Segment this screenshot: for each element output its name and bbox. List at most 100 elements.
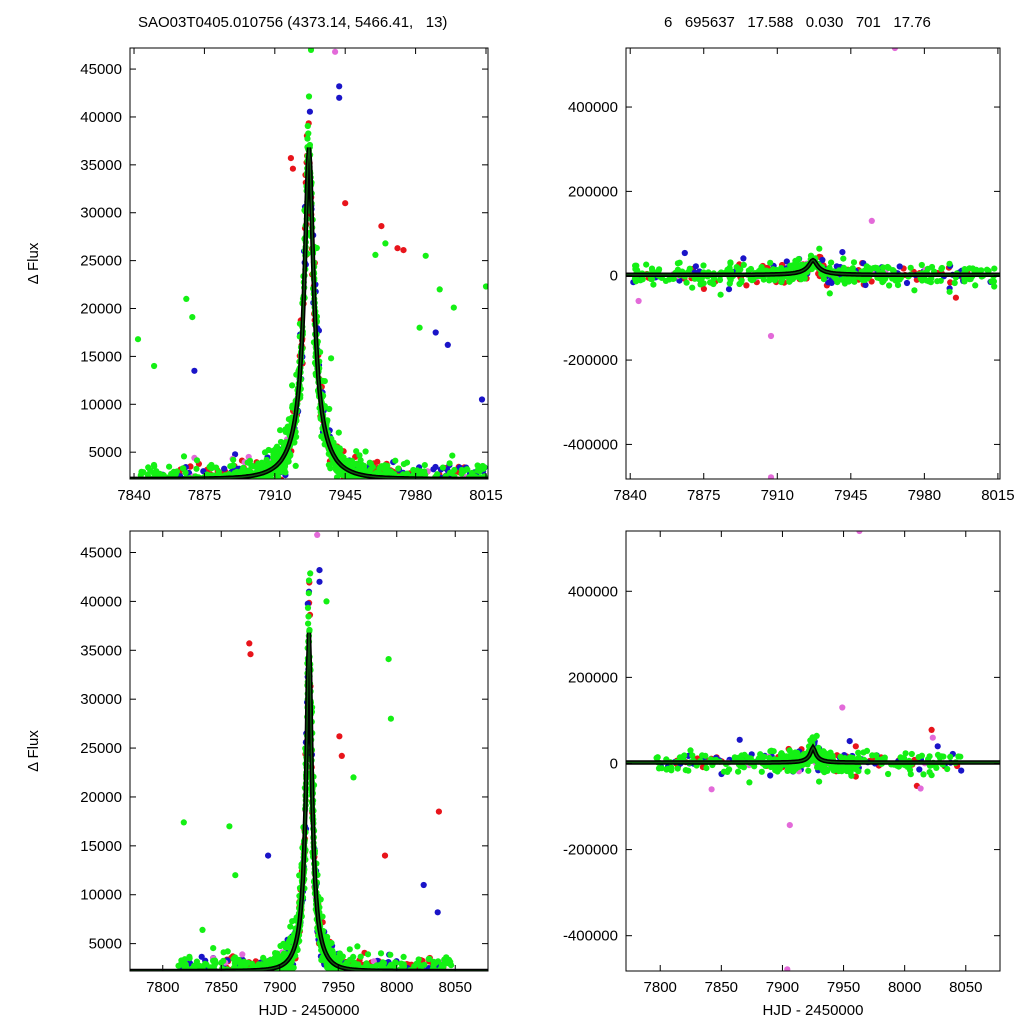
- green-point: [813, 732, 820, 740]
- green-point: [436, 286, 443, 293]
- green-point: [195, 479, 201, 485]
- red-point: [413, 974, 419, 980]
- x-tick-label: 7900: [263, 979, 296, 996]
- green-point: [404, 481, 410, 487]
- green-point: [663, 766, 670, 773]
- red-point: [247, 972, 253, 978]
- blue-point: [238, 489, 244, 495]
- green-point: [193, 979, 199, 985]
- red-point: [381, 852, 389, 859]
- green-point: [967, 275, 974, 283]
- green-point: [416, 480, 422, 486]
- green-point: [648, 275, 656, 282]
- green-point: [691, 275, 698, 282]
- green-point: [170, 481, 176, 487]
- green-point: [855, 768, 862, 775]
- green-point: [851, 278, 858, 285]
- green-point: [424, 971, 430, 977]
- magenta-point: [332, 48, 339, 55]
- green-point: [338, 471, 346, 478]
- green-point: [886, 282, 893, 289]
- green-point: [423, 972, 429, 978]
- green-point: [307, 570, 314, 577]
- red-point: [187, 463, 194, 470]
- green-point: [163, 484, 169, 490]
- blue-point: [179, 481, 185, 487]
- green-point: [918, 261, 925, 269]
- green-point: [400, 953, 407, 961]
- green-point: [277, 427, 284, 434]
- green-point: [437, 485, 443, 491]
- green-point: [826, 290, 833, 297]
- green-point: [828, 259, 835, 266]
- green-point: [465, 480, 471, 486]
- green-point: [946, 288, 953, 295]
- red-point: [392, 488, 398, 494]
- green-point: [376, 465, 383, 472]
- green-point: [873, 752, 880, 759]
- green-point: [208, 461, 215, 469]
- green-point: [193, 457, 201, 464]
- green-point: [392, 457, 399, 464]
- green-point: [435, 958, 442, 965]
- blue-point: [252, 478, 255, 479]
- green-point: [911, 287, 918, 294]
- green-point: [938, 265, 945, 273]
- x-tick-label: 7950: [322, 979, 355, 996]
- green-point: [305, 130, 312, 137]
- green-point: [145, 479, 151, 485]
- green-point: [227, 463, 234, 470]
- green-point: [275, 474, 282, 479]
- green-point: [277, 973, 283, 979]
- x-tick-label: 7875: [188, 487, 221, 504]
- green-point: [305, 32, 311, 38]
- green-point: [245, 975, 251, 981]
- blue-point: [357, 972, 363, 978]
- green-point: [189, 972, 195, 978]
- green-point: [385, 656, 392, 663]
- green-point: [353, 448, 360, 455]
- green-point: [398, 481, 404, 487]
- green-point: [359, 972, 365, 978]
- model-curve: [626, 746, 1000, 764]
- green-point: [716, 276, 724, 284]
- green-point: [412, 480, 418, 486]
- green-point: [372, 480, 378, 486]
- green-point: [474, 462, 481, 469]
- green-point: [369, 464, 376, 471]
- green-point: [808, 265, 816, 273]
- green-point: [226, 481, 232, 487]
- green-point: [305, 93, 313, 100]
- red-point: [371, 973, 377, 979]
- y-tick-label: -400000: [563, 436, 618, 453]
- green-point: [168, 481, 174, 487]
- blue-point: [336, 83, 343, 90]
- green-point: [329, 947, 336, 954]
- green-point: [656, 266, 663, 273]
- blue-point: [241, 979, 247, 985]
- blue-point: [460, 481, 466, 487]
- blue-point: [958, 767, 965, 774]
- red-point: [431, 480, 437, 486]
- green-point: [632, 262, 639, 269]
- blue-point: [934, 743, 941, 750]
- x-tick-label: 7800: [146, 979, 179, 996]
- green-point: [926, 769, 933, 776]
- green-point: [422, 971, 428, 977]
- blue-point: [828, 279, 835, 286]
- red-point: [928, 726, 935, 734]
- x-tick-label: 7980: [908, 487, 941, 504]
- green-point: [248, 462, 255, 469]
- green-point: [464, 466, 471, 473]
- blue-point: [243, 486, 249, 492]
- blue-point: [692, 263, 700, 270]
- blue-point: [221, 465, 228, 472]
- green-point: [194, 972, 200, 978]
- panel-bottom-right: 7800 7850 7900 7950 8000 8050-400000-20000002…: [563, 530, 1001, 1019]
- green-point: [650, 281, 657, 288]
- model-curve: [130, 632, 488, 971]
- y-tick-label: 25000: [80, 253, 122, 270]
- x-axis-label: HJD - 2450000: [763, 1002, 864, 1019]
- green-point: [224, 948, 231, 955]
- red-point: [334, 972, 340, 978]
